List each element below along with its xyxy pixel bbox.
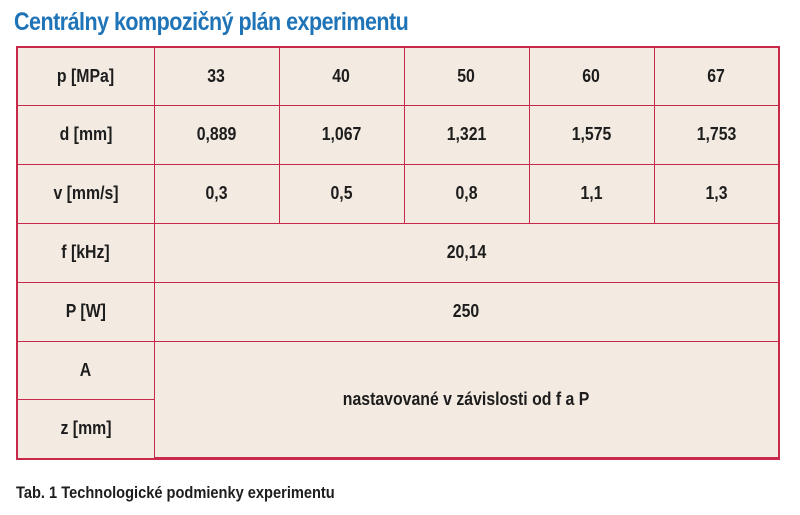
row-label-frequency: f [kHz]: [18, 222, 155, 283]
table-row-frequency: f [kHz] 20,14: [18, 222, 778, 283]
row-label-amplitude: A: [18, 340, 155, 401]
row-label-diameter: d [mm]: [18, 105, 155, 165]
table-cell: 33: [153, 48, 280, 107]
row-label-distance: z [mm]: [18, 399, 154, 458]
table-cell: 1,1: [528, 163, 655, 224]
table-cell-merged: 250: [153, 281, 778, 342]
table-cell: 1,067: [278, 105, 405, 165]
table-cell: 0,8: [403, 163, 530, 224]
table-cell: 1,575: [528, 105, 655, 165]
table-cell: 1,321: [403, 105, 530, 165]
table-row-pressure: p [MPa] 33 40 50 60 67: [18, 48, 778, 107]
table-cell: 1,3: [653, 163, 778, 224]
experiment-plan-table: p [MPa] 33 40 50 60 67 d [mm] 0,889 1,06…: [16, 46, 780, 460]
table-cell: 1,753: [653, 105, 778, 165]
table-cell-merged: 20,14: [153, 222, 778, 283]
page-title: Centrálny kompozičný plán experimentu: [14, 8, 409, 36]
row-label-velocity: v [mm/s]: [18, 163, 155, 224]
table-cell: 67: [653, 48, 778, 107]
table-row-velocity: v [mm/s] 0,3 0,5 0,8 1,1 1,3: [18, 163, 778, 224]
table-cell: 0,3: [153, 163, 280, 224]
table-cell-merged-note: nastavované v závislosti od f a P: [153, 340, 778, 459]
table-cell: 0,889: [153, 105, 280, 165]
table-cell: 50: [403, 48, 530, 107]
table-cell: 60: [528, 48, 655, 107]
table-caption: Tab. 1 Technologické podmienky experimen…: [16, 483, 335, 502]
table-row-amplitude: A nastavované v závislosti od f a P: [18, 340, 778, 459]
row-label-pressure: p [MPa]: [18, 48, 155, 107]
row-label-power: P [W]: [18, 281, 155, 342]
table-row-power: P [W] 250: [18, 281, 778, 342]
table-cell: 40: [278, 48, 405, 107]
table-row-distance: z [mm]: [18, 399, 778, 458]
table-row-diameter: d [mm] 0,889 1,067 1,321 1,575 1,753: [18, 105, 778, 165]
table-cell: 0,5: [278, 163, 405, 224]
